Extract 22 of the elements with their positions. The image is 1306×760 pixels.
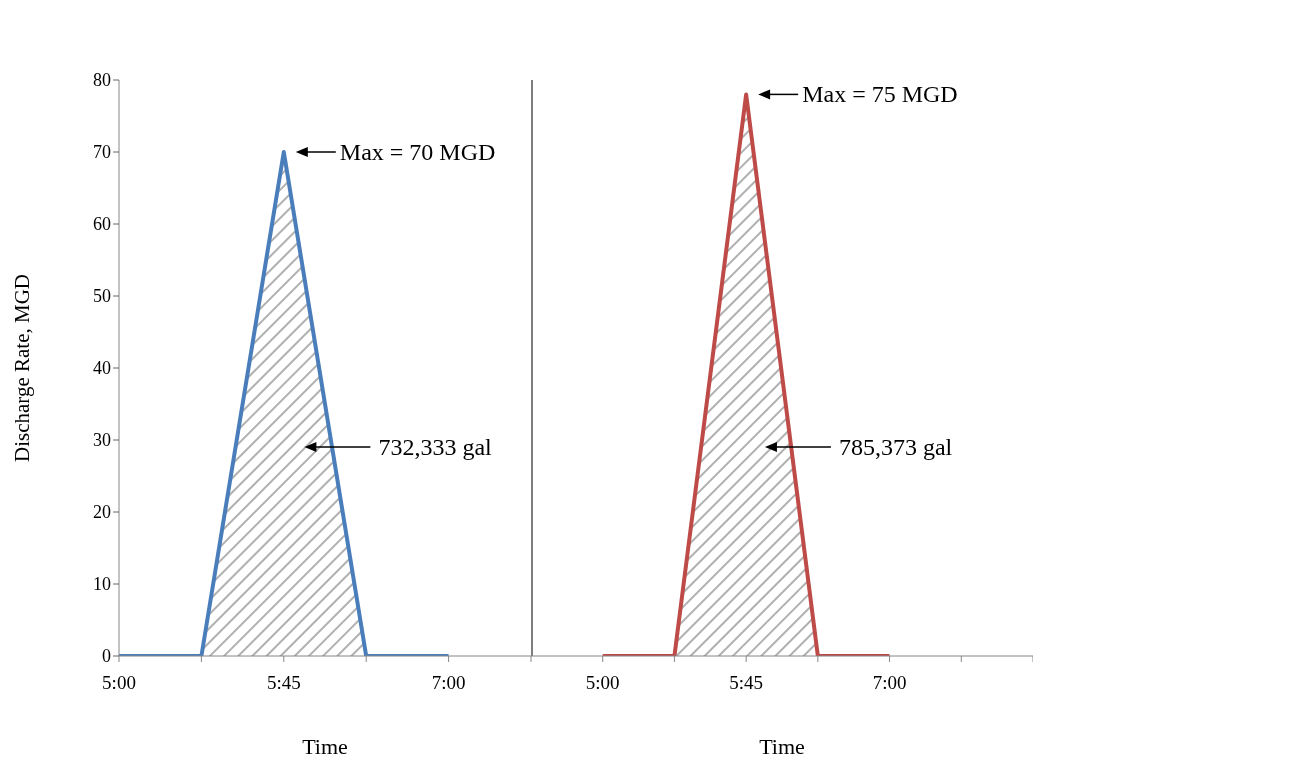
y-tick-label: 0 [102,646,111,667]
x-tick-label: 5:00 [585,672,620,694]
annotation: 732,333 gal [378,433,493,460]
x-tick-label: 5:45 [266,672,301,694]
x-axis-title: Time [759,734,805,759]
annotation: Max = 70 MGD [339,139,496,165]
y-tick-label: 20 [93,502,111,523]
annotation: Max = 75 MGD [802,81,958,108]
y-axis-title: Discharge Rate, MGD [10,274,35,462]
annotation: 785,373 gal [838,433,953,460]
y-tick-label: 10 [93,574,111,595]
x-axis-title: Time [302,734,348,759]
x-tick-label: 5:45 [729,672,764,694]
y-tick-label: 60 [93,214,111,235]
y-tick-label: 30 [93,430,111,451]
x-tick-label: 5:00 [102,672,136,694]
x-tick-label: 7:00 [872,672,907,694]
x-tick-label: 7:00 [431,672,466,694]
y-tick-label: 40 [93,358,111,379]
y-tick-label: 70 [93,142,111,163]
y-tick-label: 80 [93,70,111,91]
y-tick-label: 50 [93,286,111,307]
